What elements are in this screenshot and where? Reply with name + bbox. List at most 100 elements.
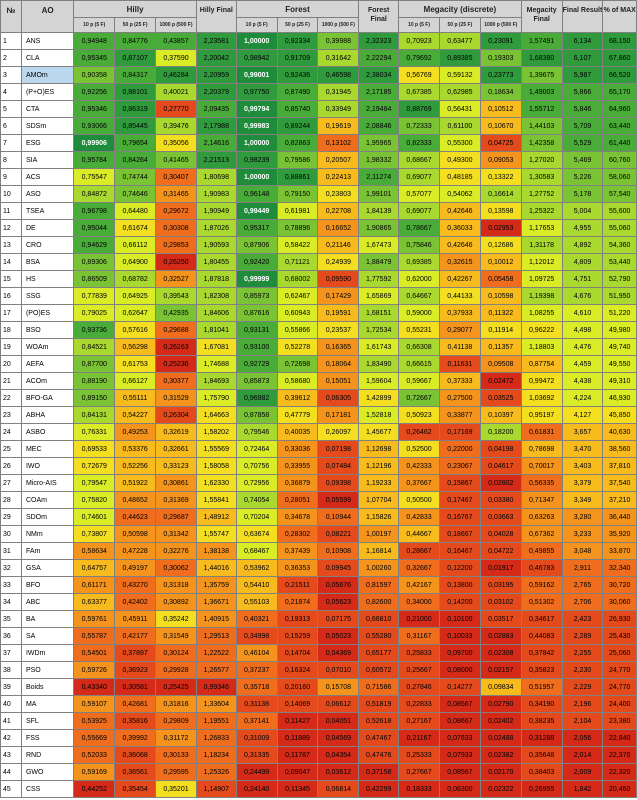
algorithm-name[interactable]: MEC bbox=[20, 440, 75, 458]
table-row: 21 ACOm 0,88190 0,66127 0,30377 1,84693 0,8587… bbox=[0, 372, 637, 390]
algorithm-name[interactable]: SSG bbox=[20, 287, 75, 305]
forest-10p-cell: 0,85973 bbox=[235, 287, 278, 305]
hilly-final-cell: 1,58202 bbox=[195, 423, 237, 441]
row-number: 17 bbox=[0, 304, 22, 322]
percent-of-max-cell: 54,360 bbox=[602, 236, 637, 254]
hilly-50p-cell: 0,39992 bbox=[114, 729, 157, 747]
algorithm-name[interactable]: SFL bbox=[20, 712, 75, 730]
final-result-cell: 3,379 bbox=[561, 474, 604, 492]
megacity-10p-cell: 0,25333 bbox=[398, 746, 440, 764]
algorithm-name[interactable]: TSEA bbox=[20, 202, 75, 220]
algorithm-name[interactable]: (P+O)ES bbox=[20, 83, 75, 101]
percent-of-max-cell: 67,860 bbox=[602, 49, 637, 67]
algorithm-name[interactable]: AEFA bbox=[20, 355, 75, 373]
algorithm-name[interactable]: SDOm bbox=[20, 508, 75, 526]
hilly-50p-cell: 0,35816 bbox=[114, 712, 157, 730]
algorithm-name[interactable]: ANS bbox=[20, 32, 75, 50]
percent-of-max-cell: 51,220 bbox=[602, 304, 637, 322]
algorithm-name[interactable]: CRO bbox=[20, 236, 75, 254]
forest-50p-cell: 0,16324 bbox=[276, 661, 319, 679]
algorithm-name[interactable]: HS bbox=[20, 270, 75, 288]
algorithm-name[interactable]: MA bbox=[20, 695, 75, 713]
algorithm-name[interactable]: CTA bbox=[20, 100, 75, 118]
algorithm-name[interactable]: BFO-GA bbox=[20, 389, 75, 407]
algorithm-name[interactable]: PSO bbox=[20, 661, 75, 679]
algorithm-name[interactable]: Boids bbox=[20, 678, 75, 696]
hilly-50p-cell: 0,36923 bbox=[114, 661, 157, 679]
row-number: 24 bbox=[0, 423, 22, 441]
algorithm-name[interactable]: (PO)ES bbox=[20, 304, 75, 322]
table-row: 6 SDSm 0,93066 0,85445 0,39476 2,17988 0,99983… bbox=[0, 117, 637, 135]
row-number: 1 bbox=[0, 32, 22, 50]
algorithm-name[interactable]: CSS bbox=[20, 780, 75, 798]
megacity-1000p-cell: 0,10598 bbox=[479, 287, 522, 305]
forest-1000p-cell: 0,19591 bbox=[317, 304, 360, 322]
hilly-10p-cell: 0,75547 bbox=[73, 168, 116, 186]
algorithm-name[interactable]: ABC bbox=[20, 593, 75, 611]
forest-50p-cell: 0,88861 bbox=[276, 168, 319, 186]
megacity-1000p-cell: 0,11357 bbox=[479, 338, 522, 356]
hilly-1000p-cell: 0,39476 bbox=[155, 117, 197, 135]
algorithm-name[interactable]: Micro-AIS bbox=[20, 474, 75, 492]
subheader-megacity-10p: 10 p (5 F) bbox=[398, 17, 440, 33]
algorithm-name[interactable]: FSS bbox=[20, 729, 75, 747]
algorithm-name[interactable]: ASBO bbox=[20, 423, 75, 441]
forest-final-cell: 2,32323 bbox=[358, 32, 400, 50]
hilly-10p-cell: 0,96798 bbox=[73, 202, 116, 220]
megacity-final-cell: 1,25322 bbox=[520, 202, 563, 220]
forest-1000p-cell: 0,09945 bbox=[317, 559, 360, 577]
algorithm-name[interactable]: BFO bbox=[20, 576, 75, 594]
megacity-50p-cell: 0,27500 bbox=[438, 389, 481, 407]
algorithm-name[interactable]: GWO bbox=[20, 763, 75, 781]
algorithm-name[interactable]: RND bbox=[20, 746, 75, 764]
final-result-cell: 4,127 bbox=[561, 406, 604, 424]
megacity-1000p-cell: 0,01917 bbox=[479, 559, 522, 577]
forest-50p-cell: 0,39612 bbox=[276, 389, 319, 407]
megacity-50p-cell: 0,06300 bbox=[438, 780, 481, 798]
hilly-50p-cell: 0,87107 bbox=[114, 49, 157, 67]
table-row: 38 PSO 0,59726 0,36923 0,29928 1,26577 0,37237… bbox=[0, 661, 637, 679]
algorithm-name[interactable]: DE bbox=[20, 219, 75, 237]
hilly-final-cell: 1,81041 bbox=[195, 321, 237, 339]
algorithm-name[interactable]: NMm bbox=[20, 525, 75, 543]
forest-1000p-cell: 0,10908 bbox=[317, 542, 360, 560]
hilly-10p-cell: 0,63377 bbox=[73, 593, 116, 611]
hilly-1000p-cell: 0,35242 bbox=[155, 610, 197, 628]
hilly-final-cell: 2,21513 bbox=[195, 151, 237, 169]
algorithm-name[interactable]: SDSm bbox=[20, 117, 75, 135]
algorithm-name[interactable]: ABHA bbox=[20, 406, 75, 424]
algorithm-name[interactable]: BSA bbox=[20, 253, 75, 271]
algorithm-name[interactable]: SA bbox=[20, 627, 75, 645]
table-row: 5 CTA 0,95346 0,86319 0,27770 2,09435 0,99794 0… bbox=[0, 100, 637, 118]
hilly-10p-cell: 0,88190 bbox=[73, 372, 116, 390]
row-number: 32 bbox=[0, 559, 22, 577]
algorithm-name[interactable]: BSO bbox=[20, 321, 75, 339]
algorithm-name[interactable]: FAm bbox=[20, 542, 75, 560]
algorithm-name[interactable]: ACOm bbox=[20, 372, 75, 390]
algorithm-name[interactable]: WOAm bbox=[20, 338, 75, 356]
algorithm-name[interactable]: CLA bbox=[20, 49, 75, 67]
hilly-final-cell: 1,18234 bbox=[195, 746, 237, 764]
algorithm-name[interactable]: AMOm bbox=[20, 66, 75, 84]
hilly-1000p-cell: 0,31816 bbox=[155, 695, 197, 713]
forest-final-cell: 0,66810 bbox=[358, 610, 400, 628]
row-number: 35 bbox=[0, 610, 22, 628]
algorithm-name[interactable]: SIA bbox=[20, 151, 75, 169]
algorithm-name[interactable]: BA bbox=[20, 610, 75, 628]
hilly-1000p-cell: 0,43857 bbox=[155, 32, 197, 50]
algorithm-name[interactable]: IWDm bbox=[20, 644, 75, 662]
algorithm-name[interactable]: COAm bbox=[20, 491, 75, 509]
algorithm-name[interactable]: ACS bbox=[20, 168, 75, 186]
forest-1000p-cell: 0,31642 bbox=[317, 49, 360, 67]
megacity-10p-cell: 0,72333 bbox=[398, 117, 440, 135]
algorithm-name[interactable]: IWO bbox=[20, 457, 75, 475]
hilly-10p-cell: 0,52033 bbox=[73, 746, 116, 764]
megacity-10p-cell: 0,59667 bbox=[398, 372, 440, 390]
megacity-10p-cell: 0,68667 bbox=[398, 151, 440, 169]
algorithm-name[interactable]: ESG bbox=[20, 134, 75, 152]
algorithm-name[interactable]: ASO bbox=[20, 185, 75, 203]
forest-final-cell: 1,59604 bbox=[358, 372, 400, 390]
algorithm-name[interactable]: GSA bbox=[20, 559, 75, 577]
megacity-10p-cell: 0,82333 bbox=[398, 134, 440, 152]
row-number: 44 bbox=[0, 763, 22, 781]
